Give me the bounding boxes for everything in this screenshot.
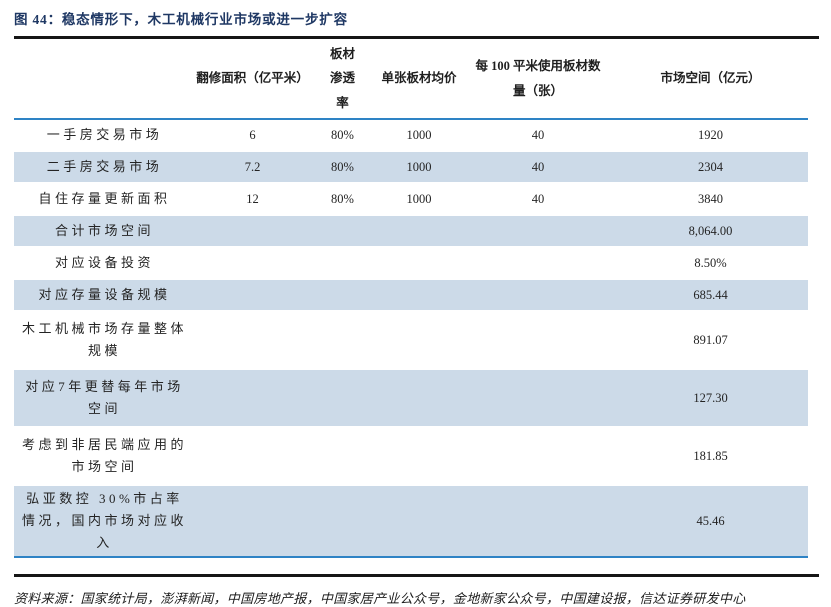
column-header-label: 板材渗透率 [329,46,355,110]
table-row: 对应存量设备规模 685.44 [14,279,808,312]
table-cell: 1920 [613,119,808,152]
table-cell: 40 [463,183,613,216]
column-header-panel-penetration: 板材渗透率 [310,39,375,120]
row-label: 合计市场空间 [14,215,195,248]
table-row: 对应7年更替每年市场空间 127.30 [14,369,808,428]
table-cell [195,311,310,370]
table-row: 一手房交易市场 6 80% 1000 40 1920 [14,119,808,152]
table-cell: 1000 [375,151,463,184]
column-header-label: 翻修面积（亿平米） [196,71,309,86]
figure-title: 图 44：稳态情形下，木工机械行业市场或进一步扩容 [14,12,348,27]
source-note: 资料来源：国家统计局，澎湃新闻，中国房地产报，中国家居产业公众号，金地新家公众号… [14,591,746,607]
table-cell: 40 [463,151,613,184]
table-cell: 1000 [375,183,463,216]
row-label: 二手房交易市场 [14,151,195,184]
table-row: 自住存量更新面积 12 80% 1000 40 3840 [14,183,808,216]
bottom-rule [14,574,819,578]
table-cell [375,427,463,486]
table-cell: 8,064.00 [613,215,808,248]
table-cell: 127.30 [613,369,808,428]
table-cell [463,215,613,248]
table-cell [310,279,375,312]
table-cell [310,427,375,486]
table-cell [310,485,375,559]
table-cell: 685.44 [613,279,808,312]
table-cell [195,369,310,428]
table-cell [463,369,613,428]
row-label: 考虑到非居民端应用的市场空间 [14,427,195,486]
table-cell: 891.07 [613,311,808,370]
table-cell [195,247,310,280]
table-cell [375,485,463,559]
table-cell: 80% [310,151,375,184]
column-header-panels-per-100sqm: 每 100 平米使用板材数量（张） [463,39,613,120]
data-table: 翻修面积（亿平米） 板材渗透率 单张板材均价 每 100 平米使用板材数量（张）… [14,39,808,559]
row-label: 对应存量设备规模 [14,279,195,312]
table-cell [195,427,310,486]
column-header-label: 每 100 平米使用板材数量（张） [475,59,601,98]
row-label: 对应设备投资 [14,247,195,280]
table-cell: 181.85 [613,427,808,486]
row-label: 自住存量更新面积 [14,183,195,216]
table-cell [463,311,613,370]
column-header-empty [14,39,195,120]
table-cell [375,215,463,248]
row-label: 对应7年更替每年市场空间 [14,369,195,428]
column-header-panel-price: 单张板材均价 [375,39,463,120]
table-cell [195,485,310,559]
column-header-label: 市场空间（亿元） [660,71,761,86]
table-cell: 80% [310,183,375,216]
table-cell [375,311,463,370]
table-cell [463,247,613,280]
table-row: 对应设备投资 8.50% [14,247,808,280]
table-cell [463,427,613,486]
table-cell: 7.2 [195,151,310,184]
table-cell [375,279,463,312]
table-row: 弘亚数控 30%市占率情况，国内市场对应收入 45.46 [14,485,808,559]
table-cell: 40 [463,119,613,152]
table-cell: 6 [195,119,310,152]
table-row: 二手房交易市场 7.2 80% 1000 40 2304 [14,151,808,184]
table-row: 考虑到非居民端应用的市场空间 181.85 [14,427,808,486]
row-label: 一手房交易市场 [14,119,195,152]
table-cell [195,279,310,312]
table-cell [195,215,310,248]
table-row: 合计市场空间 8,064.00 [14,215,808,248]
table-cell: 1000 [375,119,463,152]
column-header-renovation-area: 翻修面积（亿平米） [195,39,310,120]
table-cell [463,279,613,312]
table-cell [310,247,375,280]
table-cell [375,247,463,280]
row-label: 木工机械市场存量整体规模 [14,311,195,370]
column-header-label: 单张板材均价 [381,71,457,86]
column-header-market-space: 市场空间（亿元） [613,39,808,120]
table-cell [310,311,375,370]
table-cell: 3840 [613,183,808,216]
table-cell [463,485,613,559]
table-cell: 2304 [613,151,808,184]
table-cell: 8.50% [613,247,808,280]
table-cell [310,215,375,248]
table-cell: 80% [310,119,375,152]
table-cell [310,369,375,428]
table-cell: 45.46 [613,485,808,559]
top-rule [14,36,819,39]
header-row: 翻修面积（亿平米） 板材渗透率 单张板材均价 每 100 平米使用板材数量（张）… [14,39,808,120]
table-cell: 12 [195,183,310,216]
table-cell [375,369,463,428]
table-row: 木工机械市场存量整体规模 891.07 [14,311,808,370]
row-label: 弘亚数控 30%市占率情况，国内市场对应收入 [14,485,195,559]
